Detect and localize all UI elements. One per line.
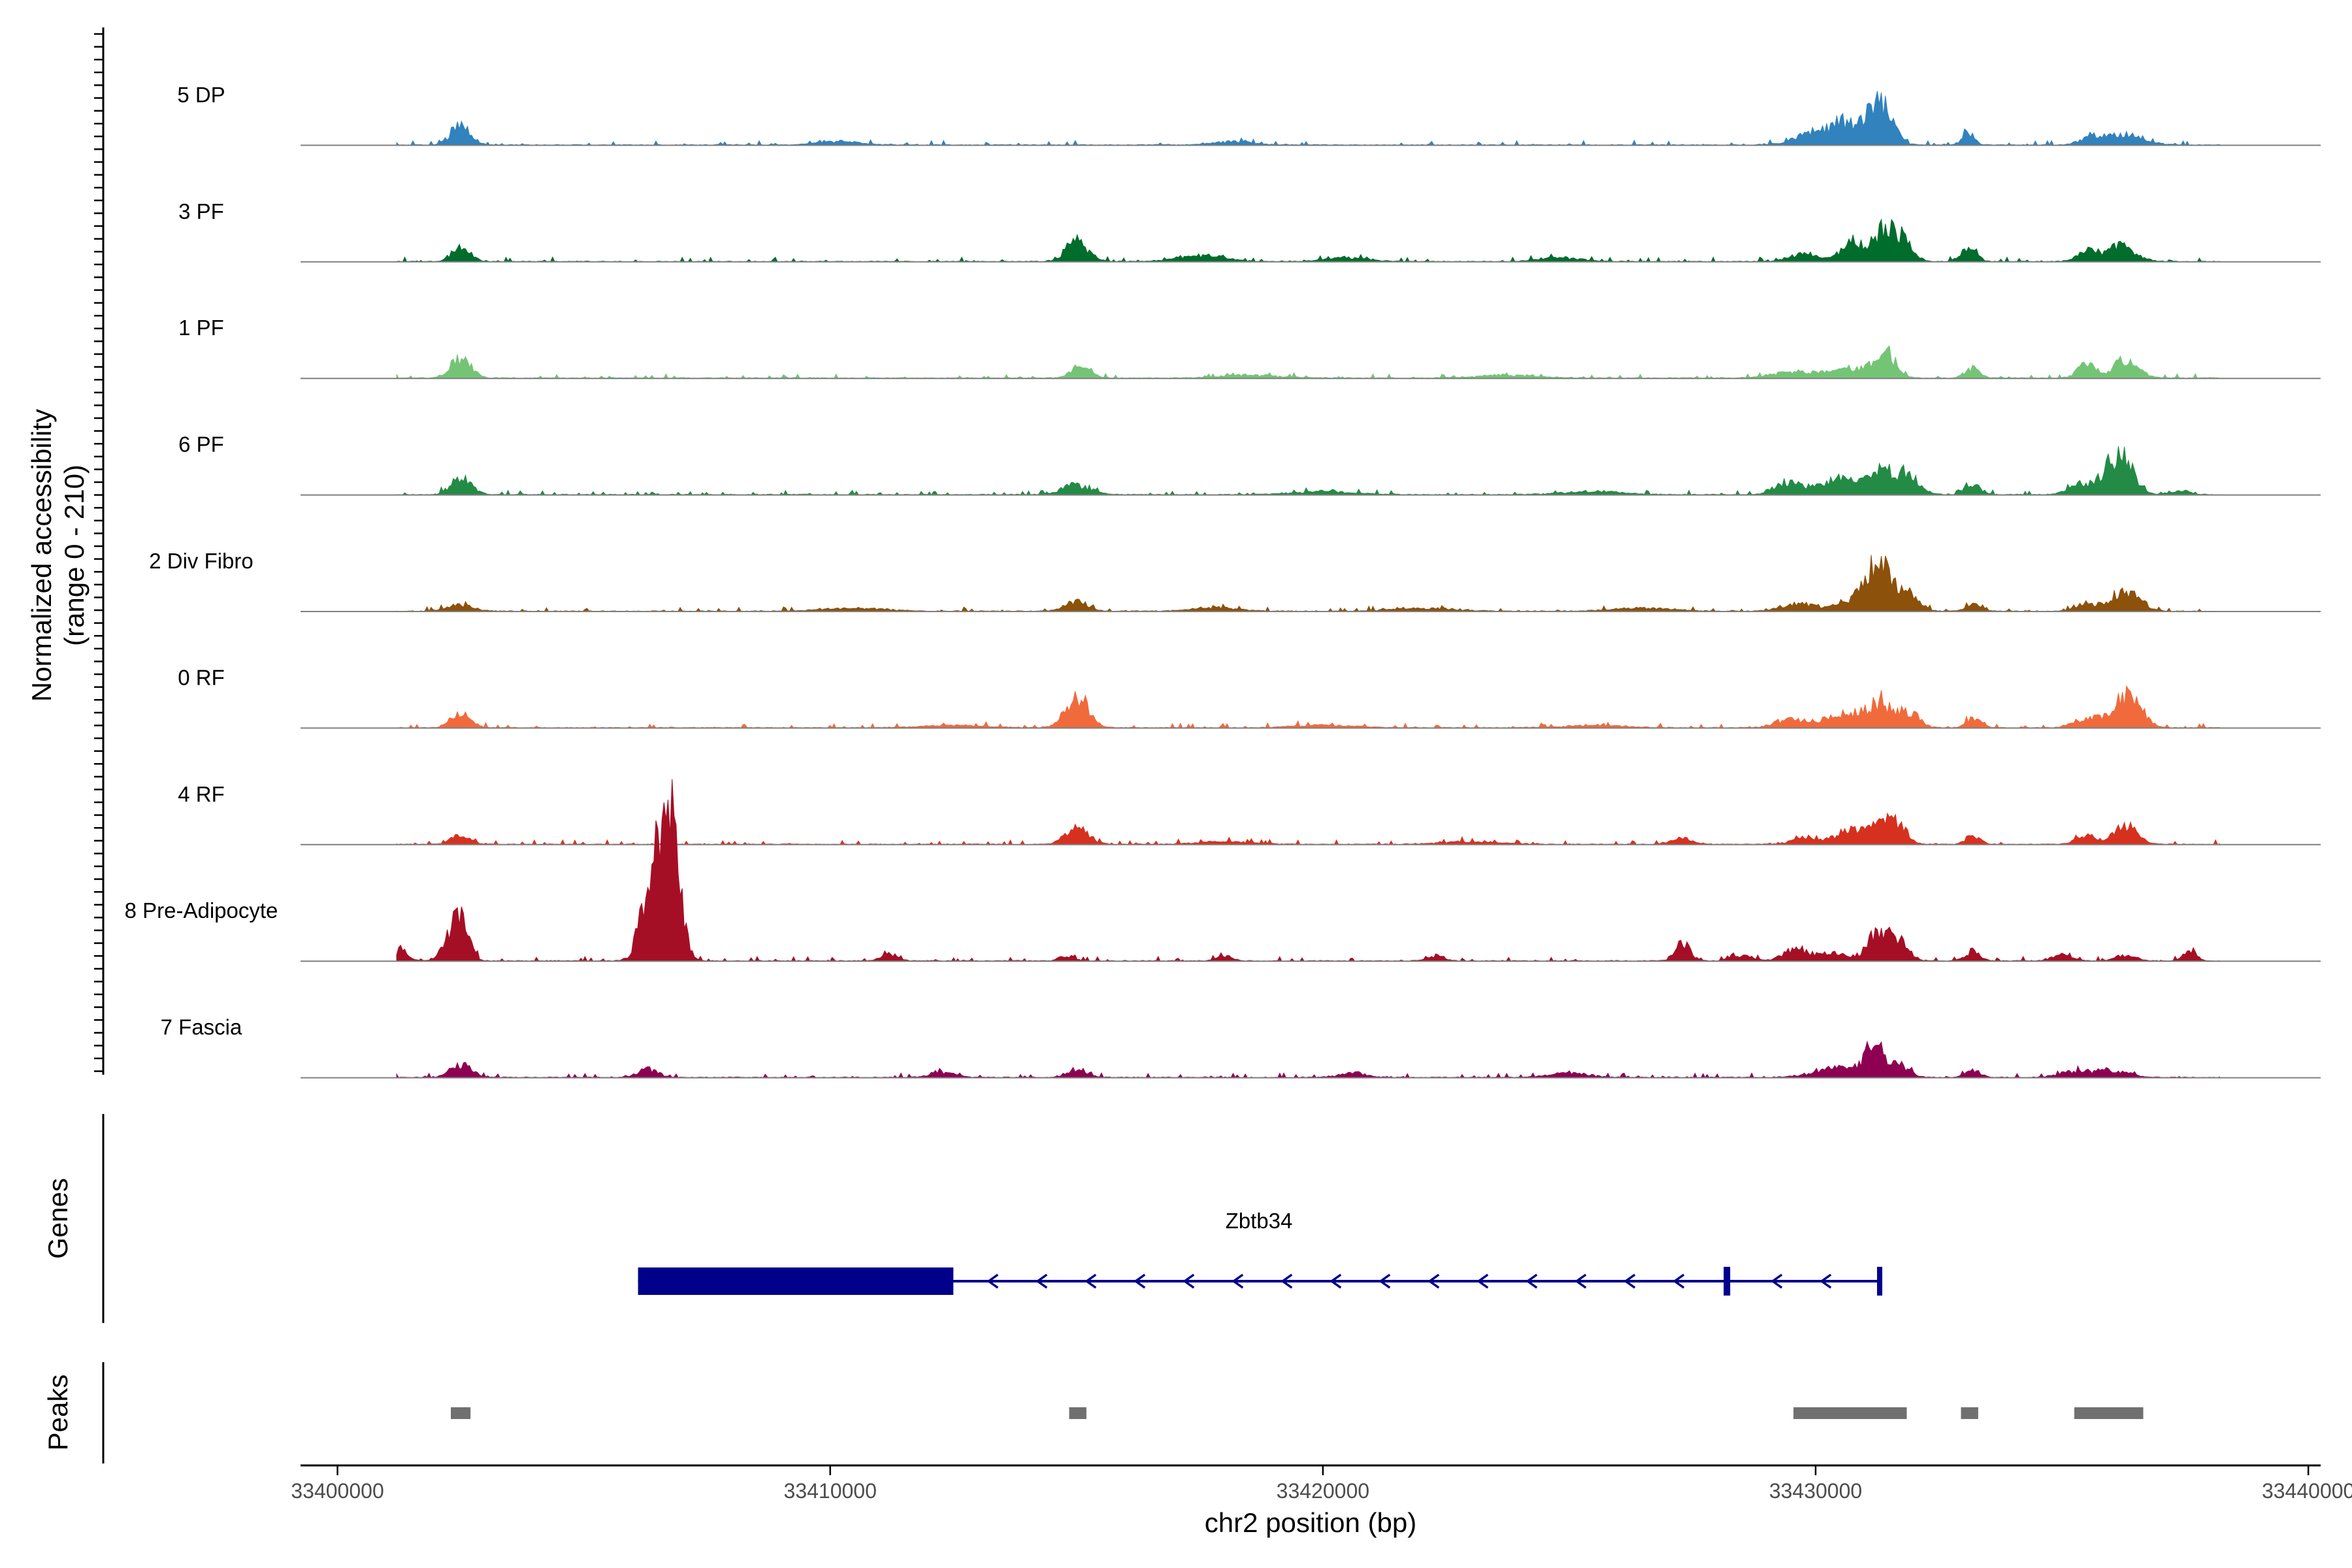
track-signal: [396, 218, 2220, 263]
track-label: 3 PF: [178, 199, 224, 223]
strand-arrow: [1477, 1273, 1489, 1289]
strand-arrow: [1330, 1273, 1342, 1289]
strand-arrow: [1771, 1273, 1783, 1289]
gene-label-zbtb34: Zbtb34: [1226, 1209, 1293, 1233]
track-signal: [396, 345, 2220, 379]
strand-arrow: [1281, 1273, 1293, 1289]
coverage-y-ticks: [94, 33, 103, 1072]
track-signal: [396, 446, 2220, 496]
coverage-y-axis-title: Normalized accessibility: [26, 409, 57, 702]
peak-region: [451, 1407, 471, 1419]
strand-arrow: [1624, 1273, 1636, 1289]
peak-region: [2074, 1407, 2144, 1419]
track-signal: [396, 685, 2220, 729]
track-signal: [396, 1040, 2220, 1079]
x-tick-label: 33410000: [784, 1479, 877, 1503]
track-label: 0 RF: [178, 665, 225, 689]
track-label: 8 Pre-Adipocyte: [125, 898, 278, 923]
strand-arrow: [1673, 1273, 1685, 1289]
coverage-tracks: 5 DP 3 PF 1 PF 6 PF 2 Div Fibro 0 RF 4 RF 8 Pre…: [125, 82, 2321, 1079]
genes-axis-label: Genes: [42, 1178, 73, 1259]
track-1: 5 DP: [177, 82, 2321, 146]
x-tick-label: 33400000: [291, 1479, 384, 1503]
track-label: 7 Fascia: [161, 1015, 242, 1039]
track-signal: [396, 555, 2220, 612]
gene-exon-mark: [1723, 1267, 1731, 1296]
track-label: 1 PF: [178, 316, 224, 340]
strand-arrow: [1820, 1273, 1832, 1289]
strand-arrow: [1379, 1273, 1391, 1289]
track-9: 7 Fascia: [161, 1015, 2321, 1079]
gene-model: [638, 1267, 1883, 1296]
track-signal: [396, 779, 2220, 962]
x-ticks: 33400000 33410000 33420000 33430000 33440000: [291, 1465, 2352, 1503]
strand-arrow: [1134, 1273, 1146, 1289]
peak-region: [1793, 1407, 1907, 1419]
strand-arrow: [1085, 1273, 1097, 1289]
x-tick-label: 33440000: [2262, 1479, 2352, 1503]
track-label: 4 RF: [178, 782, 225, 806]
track-2: 3 PF: [178, 199, 2321, 263]
track-4: 6 PF: [178, 433, 2321, 496]
strand-arrow: [1428, 1273, 1440, 1289]
track-8: 8 Pre-Adipocyte: [125, 779, 2321, 962]
x-tick-label: 33420000: [1277, 1479, 1369, 1503]
peak-region: [1069, 1407, 1086, 1419]
strand-arrow: [1183, 1273, 1195, 1289]
x-axis-title: chr2 position (bp): [1205, 1507, 1417, 1538]
peak-regions: [451, 1407, 2144, 1419]
strand-arrow: [1232, 1273, 1244, 1289]
strand-arrow: [1575, 1273, 1587, 1289]
track-label: 6 PF: [178, 433, 224, 457]
track-7: 4 RF: [178, 782, 2321, 845]
track-3: 1 PF: [178, 316, 2321, 380]
peaks-axis-label: Peaks: [42, 1375, 73, 1451]
peak-region: [1961, 1407, 1978, 1419]
track-6: 0 RF: [178, 665, 2321, 729]
coverage-y-axis-range: (range 0 - 210): [59, 465, 90, 646]
track-5: 2 Div Fibro: [149, 549, 2321, 612]
strand-arrow: [987, 1273, 999, 1289]
track-label: 2 Div Fibro: [149, 549, 253, 573]
track-signal: [396, 91, 2220, 146]
strand-arrow: [1036, 1273, 1048, 1289]
gene-exon-block: [638, 1267, 954, 1295]
gene-tss-mark: [1877, 1267, 1883, 1296]
x-tick-label: 33430000: [1769, 1479, 1862, 1503]
track-label: 5 DP: [177, 82, 225, 106]
strand-arrow: [1526, 1273, 1538, 1289]
